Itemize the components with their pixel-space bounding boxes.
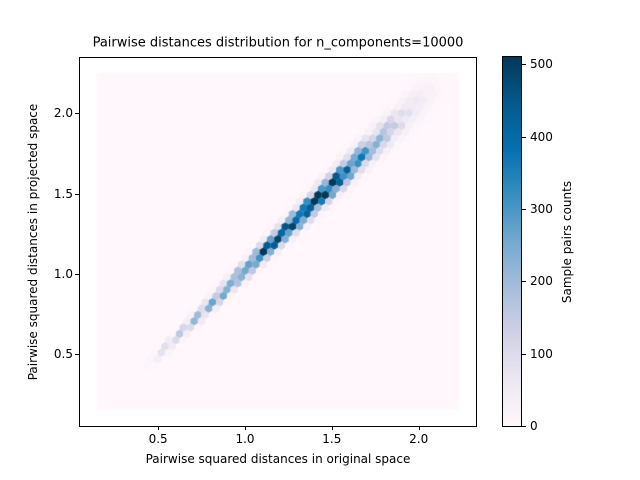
x-tick-mark (158, 426, 160, 430)
colorbar-tick-mark (522, 353, 526, 355)
chart-title: Pairwise distances distribution for n_co… (92, 35, 464, 51)
plot-area (79, 57, 477, 427)
x-tick-mark (331, 426, 333, 430)
colorbar-tick-label: 0 (530, 419, 538, 433)
colorbar-gradient (503, 57, 521, 426)
colorbar-tick-mark (522, 426, 526, 427)
y-tick-mark (75, 193, 79, 195)
x-tick-mark (418, 426, 420, 430)
colorbar-tick-label: 500 (530, 57, 553, 72)
y-tick-mark (75, 274, 79, 276)
colorbar-tick-label: 400 (530, 129, 553, 144)
hexbin-heatmap (80, 58, 476, 426)
colorbar-tick-mark (522, 208, 526, 210)
x-tick-label: 1.5 (322, 432, 342, 446)
colorbar-tick-mark (522, 64, 526, 66)
colorbar-tick-label: 100 (530, 346, 553, 361)
colorbar-label: Sample pairs counts (560, 180, 574, 304)
colorbar-tick-label: 300 (530, 201, 553, 216)
colorbar-tick-mark (522, 281, 526, 283)
y-axis-label: Pairwise squared distances in projected … (26, 103, 40, 381)
y-tick-label: 2.0 (53, 106, 73, 121)
colorbar (502, 56, 522, 427)
y-tick-label: 0.5 (53, 347, 73, 362)
y-tick-mark (75, 354, 79, 356)
colorbar-tick-mark (522, 136, 526, 138)
x-tick-label: 0.5 (148, 432, 168, 446)
y-tick-mark (75, 113, 79, 115)
x-tick-label: 1.0 (235, 432, 255, 446)
x-tick-label: 2.0 (409, 432, 429, 446)
y-tick-label: 1.5 (53, 186, 73, 201)
y-tick-label: 1.0 (53, 267, 73, 282)
colorbar-tick-label: 200 (530, 274, 553, 289)
x-tick-mark (245, 426, 246, 430)
x-axis-label: Pairwise squared distances in original s… (145, 452, 411, 466)
